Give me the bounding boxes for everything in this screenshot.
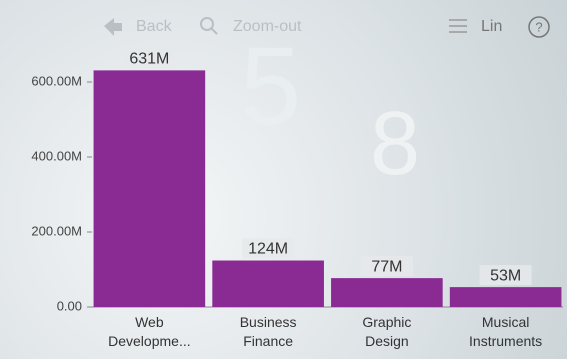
bar [449, 287, 562, 307]
x-tick-label: Graphic Design [362, 314, 412, 349]
value-label: 53M [490, 267, 521, 284]
scale-button[interactable]: Lin [481, 18, 502, 35]
value-label-bg [479, 265, 532, 286]
value-label: 77M [371, 258, 402, 275]
value-label-bg [242, 238, 295, 259]
zoom-icon[interactable] [200, 17, 214, 31]
help-icon[interactable]: ? [535, 19, 542, 34]
value-label: 124M [248, 241, 288, 258]
y-tick-label: 600.00M [31, 73, 82, 88]
scale-icon[interactable] [449, 19, 467, 33]
x-tick-label: Musical Instruments [469, 314, 543, 349]
x-tick-label: Web Developme... [108, 314, 191, 349]
decoration: 5 [240, 25, 301, 148]
y-tick-label: 200.00M [31, 223, 82, 238]
back-button[interactable]: Back [136, 18, 173, 35]
y-tick-label: 400.00M [31, 148, 82, 163]
zoom-out-button[interactable]: Zoom-out [233, 18, 302, 35]
zoom-icon[interactable] [210, 27, 218, 35]
x-tick-label: Business Finance [239, 314, 297, 349]
bar [212, 260, 324, 307]
value-label-bg [360, 256, 413, 277]
bar [93, 70, 206, 307]
back-icon[interactable] [104, 18, 122, 36]
bar [331, 278, 443, 307]
y-tick-label: 0.00 [57, 298, 82, 313]
decoration: 8 [370, 94, 420, 194]
value-label-bg [123, 48, 176, 69]
value-label: 631M [129, 51, 169, 68]
help-button[interactable] [528, 16, 550, 38]
